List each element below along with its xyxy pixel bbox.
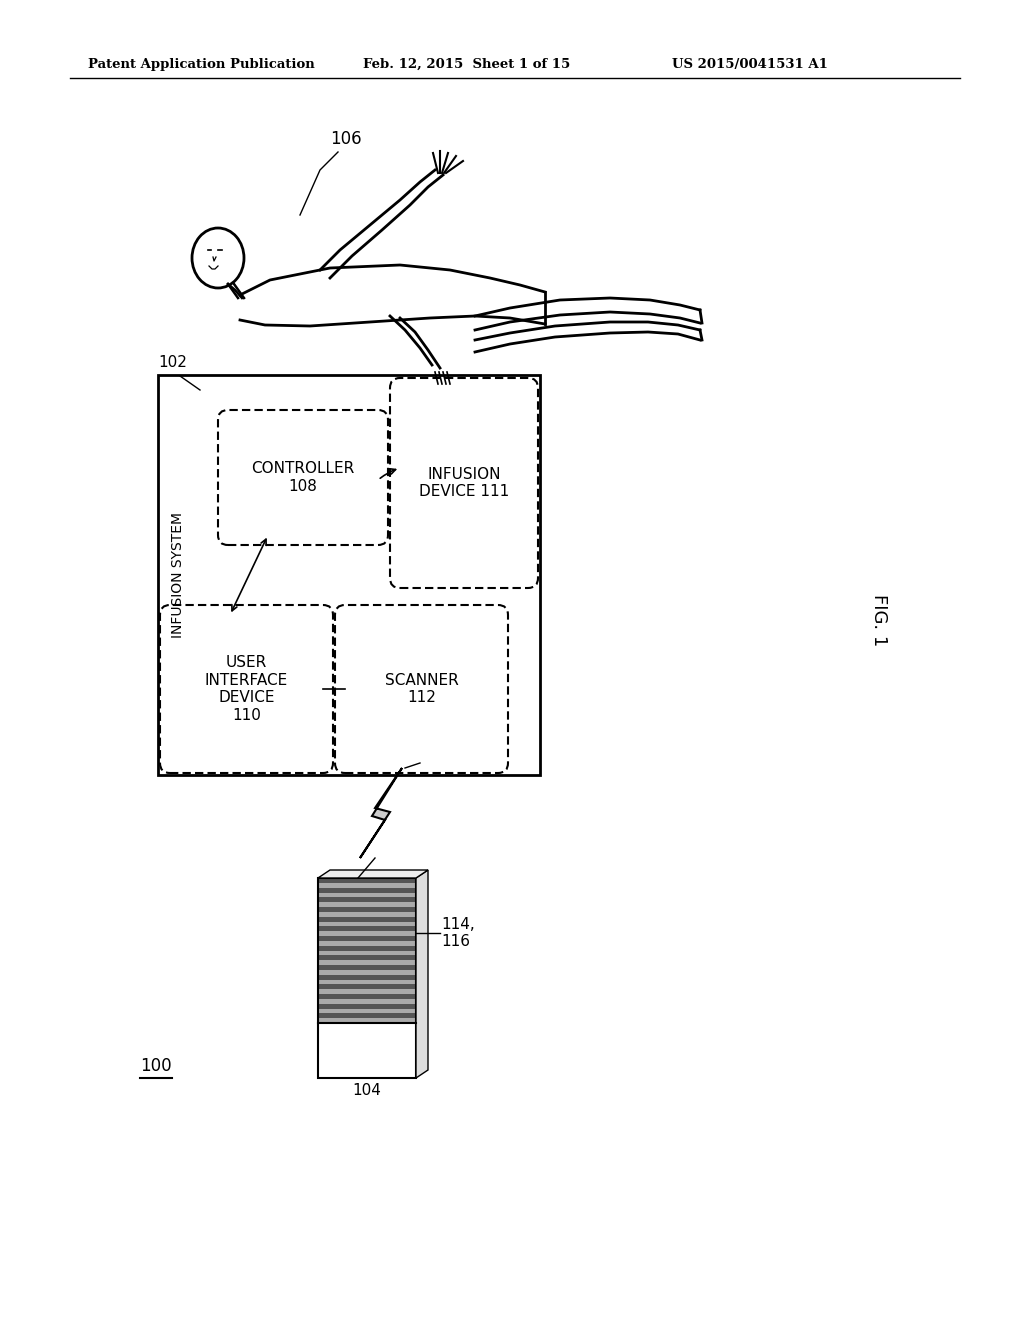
Bar — [318, 974, 416, 979]
Bar — [318, 950, 416, 956]
Bar — [318, 931, 416, 936]
Bar — [318, 1018, 416, 1023]
Polygon shape — [360, 768, 402, 858]
Text: INFUSION SYSTEM: INFUSION SYSTEM — [171, 512, 185, 638]
Bar — [318, 985, 416, 989]
Text: USER
INTERFACE
DEVICE
110: USER INTERFACE DEVICE 110 — [205, 656, 288, 722]
Bar — [318, 999, 416, 1003]
Bar — [318, 887, 416, 892]
Bar — [158, 375, 540, 775]
Text: INFUSION
DEVICE 111: INFUSION DEVICE 111 — [419, 467, 509, 499]
Bar — [318, 936, 416, 941]
Bar — [318, 916, 416, 921]
Bar — [318, 921, 416, 927]
Bar — [318, 927, 416, 931]
Bar — [318, 941, 416, 945]
Bar — [318, 979, 416, 985]
Bar — [318, 902, 416, 907]
Text: 106: 106 — [330, 129, 361, 148]
Bar — [318, 878, 416, 883]
Text: US 2015/0041531 A1: US 2015/0041531 A1 — [672, 58, 827, 71]
Bar — [318, 898, 416, 902]
Bar — [318, 892, 416, 898]
Bar — [318, 960, 416, 965]
Bar — [318, 912, 416, 916]
Polygon shape — [318, 870, 428, 878]
Text: Feb. 12, 2015  Sheet 1 of 15: Feb. 12, 2015 Sheet 1 of 15 — [362, 58, 570, 71]
Text: 104: 104 — [352, 1082, 381, 1098]
Text: Patent Application Publication: Patent Application Publication — [88, 58, 314, 71]
Bar — [318, 1014, 416, 1018]
Bar — [318, 945, 416, 950]
FancyBboxPatch shape — [390, 378, 538, 587]
Text: 100: 100 — [140, 1057, 172, 1074]
Polygon shape — [416, 870, 428, 1078]
Bar — [318, 994, 416, 999]
Bar — [318, 956, 416, 960]
Text: FIG. 1: FIG. 1 — [870, 594, 888, 645]
Bar — [318, 878, 416, 1078]
Bar — [318, 989, 416, 994]
Bar — [318, 883, 416, 887]
Bar — [318, 907, 416, 912]
Bar — [318, 970, 416, 974]
Text: SCANNER
112: SCANNER 112 — [385, 673, 459, 705]
Bar — [318, 1023, 416, 1078]
Text: CONTROLLER
108: CONTROLLER 108 — [251, 461, 354, 494]
Bar — [318, 1008, 416, 1014]
Text: 102: 102 — [158, 355, 186, 370]
Bar — [318, 965, 416, 970]
Text: 114,
116: 114, 116 — [441, 917, 475, 949]
Bar — [318, 1003, 416, 1008]
